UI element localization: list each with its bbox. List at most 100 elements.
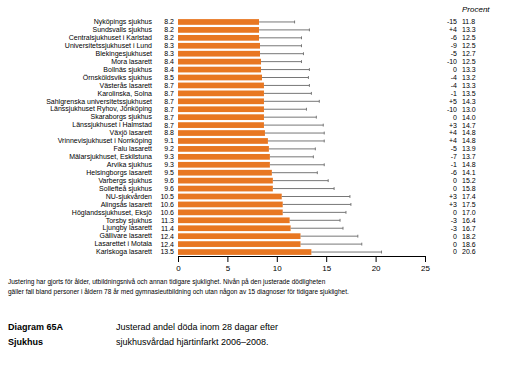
ci-upper-label: 15.8 bbox=[462, 185, 476, 192]
ci-upper-label: 12.5 bbox=[462, 58, 476, 65]
data-label: 8.7 bbox=[164, 98, 174, 105]
bar bbox=[178, 122, 264, 128]
ci-upper-label: 12.5 bbox=[462, 42, 476, 49]
x-axis-line bbox=[179, 257, 426, 263]
ci-upper-label: 13.5 bbox=[462, 90, 476, 97]
ci-whisker bbox=[269, 148, 315, 149]
bar bbox=[178, 75, 262, 81]
ci-lower-label: -1 bbox=[451, 161, 457, 168]
ci-cap bbox=[308, 76, 309, 79]
category-tick: Arvika sjukhus bbox=[107, 161, 153, 169]
ci-cap bbox=[306, 108, 307, 111]
ci-lower-label: +4 bbox=[449, 26, 457, 33]
x-tick-mark bbox=[376, 256, 377, 262]
ci-whisker bbox=[259, 29, 309, 30]
category-label: Centralsjukhuset i Karlstad bbox=[69, 34, 152, 42]
category-tick: Mora lasarett bbox=[111, 58, 152, 65]
bar bbox=[178, 106, 264, 112]
ci-lower-label: -6 bbox=[451, 169, 457, 176]
ci-cap bbox=[324, 163, 325, 166]
data-label: 8.5 bbox=[164, 74, 174, 81]
ci-upper-label: 14.7 bbox=[462, 122, 476, 129]
category-label: Karolinska, Solna bbox=[98, 90, 153, 97]
x-tick-mark bbox=[425, 256, 426, 262]
category-label: NU-sjukvården bbox=[106, 193, 152, 201]
category-label: Länssjukhuset Ryhov, Jönköping bbox=[50, 105, 152, 113]
category-tick: Bollnäs sjukhus bbox=[103, 66, 152, 74]
category-label: Blekingesjukhuset bbox=[96, 50, 152, 58]
caption: Sjukhus bbox=[8, 337, 43, 347]
ci-upper-label: 13.9 bbox=[462, 145, 476, 152]
ci-lower-label: +3 bbox=[449, 201, 457, 208]
category-tick: Mälarsjukhuset, Eskilstuna bbox=[69, 153, 152, 161]
ci-lower-label: -4 bbox=[451, 74, 457, 81]
x-tick-label: 15 bbox=[322, 264, 331, 273]
ci-cap bbox=[309, 28, 310, 31]
data-label: 8.4 bbox=[164, 58, 174, 65]
ci-upper-label: 14.8 bbox=[462, 161, 476, 168]
ci-whisker bbox=[311, 252, 381, 253]
ci-lower-label: -5 bbox=[451, 145, 457, 152]
category-tick: Växjö lasarett bbox=[110, 129, 152, 137]
bar bbox=[178, 67, 261, 73]
data-label: 9.2 bbox=[164, 145, 174, 152]
category-label: Helsingborgs lasarett bbox=[86, 169, 152, 177]
data-label: 11.4 bbox=[161, 225, 174, 232]
ci-lower-label: +4 bbox=[449, 137, 457, 144]
category-label: Ljungby lasarett bbox=[103, 224, 152, 232]
category-tick: Sundsvalls sjukhus bbox=[92, 26, 152, 34]
data-label: 8.7 bbox=[164, 114, 174, 121]
x-tick-label: 0 bbox=[176, 264, 181, 273]
bar bbox=[178, 225, 291, 231]
bar bbox=[178, 114, 264, 120]
bar bbox=[178, 210, 283, 216]
unit-label: Procent bbox=[462, 5, 490, 14]
ci-whisker bbox=[264, 125, 323, 126]
ci-whisker bbox=[270, 164, 324, 165]
category-tick: Karolinska, Solna bbox=[98, 90, 153, 97]
x-tick-label: 5 bbox=[226, 264, 231, 273]
category-label: Höglandssjukhuset, Eksjö bbox=[72, 209, 152, 217]
ci-lower-label: -3 bbox=[451, 217, 457, 224]
category-label: Sollefteå sjukhus bbox=[99, 185, 152, 193]
ci-cap bbox=[324, 140, 325, 143]
category-tick: Länssjukhuset Ryhov, Jönköping bbox=[50, 105, 152, 113]
x-tick: 0 bbox=[176, 256, 181, 273]
data-label: 12.4 bbox=[160, 241, 174, 248]
category-label: Nyköpings sjukhus bbox=[94, 18, 153, 26]
ci-upper-label: 14.8 bbox=[462, 137, 476, 144]
data-label: 13.5 bbox=[160, 248, 174, 255]
ci-whisker bbox=[301, 244, 362, 245]
ci-lower-label: 0 bbox=[453, 209, 457, 216]
ci-whisker bbox=[272, 172, 317, 173]
data-label: 8.4 bbox=[164, 66, 174, 73]
bar bbox=[178, 217, 290, 223]
category-tick: Gällivare lasarett bbox=[99, 232, 152, 239]
ci-whisker bbox=[264, 117, 316, 118]
category-label: Arvika sjukhus bbox=[107, 161, 153, 169]
bar bbox=[178, 27, 259, 33]
category-tick: Sollefteå sjukhus bbox=[99, 185, 152, 193]
ci-cap bbox=[294, 21, 295, 24]
category-label: Länssjukhuset i Halmstad bbox=[72, 121, 152, 129]
bar bbox=[178, 43, 260, 49]
ci-lower-label: 0 bbox=[453, 233, 457, 240]
data-label: 9.6 bbox=[164, 177, 174, 184]
category-tick: Höglandssjukhuset, Eksjö bbox=[72, 209, 152, 217]
ci-lower-label: -9 bbox=[451, 42, 457, 49]
ci-whisker bbox=[264, 85, 309, 86]
bar bbox=[178, 138, 268, 144]
ci-whisker bbox=[283, 204, 351, 205]
bar bbox=[178, 178, 273, 184]
ci-lower-label: -10 bbox=[447, 106, 457, 113]
category-label: Torsby sjukhus bbox=[106, 217, 153, 225]
ci-whisker bbox=[273, 188, 334, 189]
ci-upper-label: 13.7 bbox=[462, 153, 476, 160]
ci-lower-label: -1 bbox=[451, 90, 457, 97]
ci-upper-label: 18.2 bbox=[462, 233, 476, 240]
ci-whisker bbox=[264, 93, 311, 94]
ci-lower-label: +3 bbox=[449, 122, 457, 129]
ci-cap bbox=[301, 60, 302, 63]
ci-upper-label: 14.0 bbox=[462, 114, 476, 121]
bar bbox=[178, 202, 283, 208]
